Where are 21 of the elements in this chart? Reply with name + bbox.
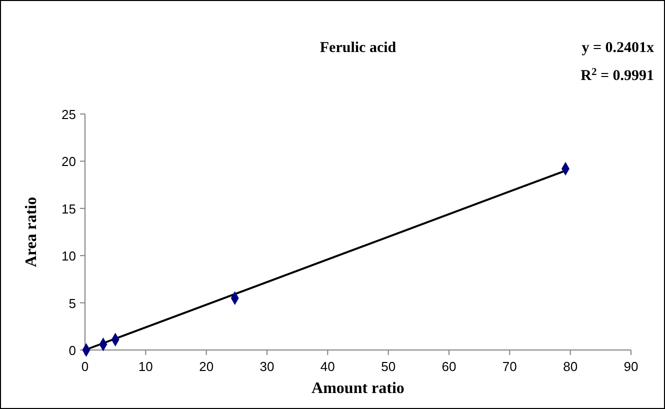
y-tick-label: 20	[62, 154, 76, 170]
x-tick-label: 50	[381, 359, 396, 374]
y-tick-label: 10	[62, 248, 76, 264]
x-tick-label: 20	[199, 359, 214, 374]
x-tick-label: 70	[502, 359, 517, 374]
y-tick-label: 15	[62, 201, 76, 216]
chart-title: Ferulic acid	[320, 40, 397, 56]
y-tick-label: 0	[68, 343, 76, 358]
x-axis-title: Amount ratio	[312, 380, 404, 397]
text: y = 0.2401x	[582, 40, 654, 56]
text: R$^{2}$ = 0.9991	[580, 66, 654, 84]
x-tick-label: 0	[81, 359, 89, 374]
y-axis-title: Area ratio	[23, 196, 40, 268]
x-tick-label: 90	[624, 359, 638, 374]
x-tick-label: 40	[320, 359, 335, 374]
x-tick-label: 10	[138, 359, 153, 374]
x-tick-label: 80	[563, 359, 578, 374]
x-tick-label: 30	[260, 359, 274, 374]
y-tick-label: 25	[62, 107, 76, 122]
x-tick-label: 60	[442, 359, 456, 374]
y-tick-label: 5	[68, 296, 76, 311]
